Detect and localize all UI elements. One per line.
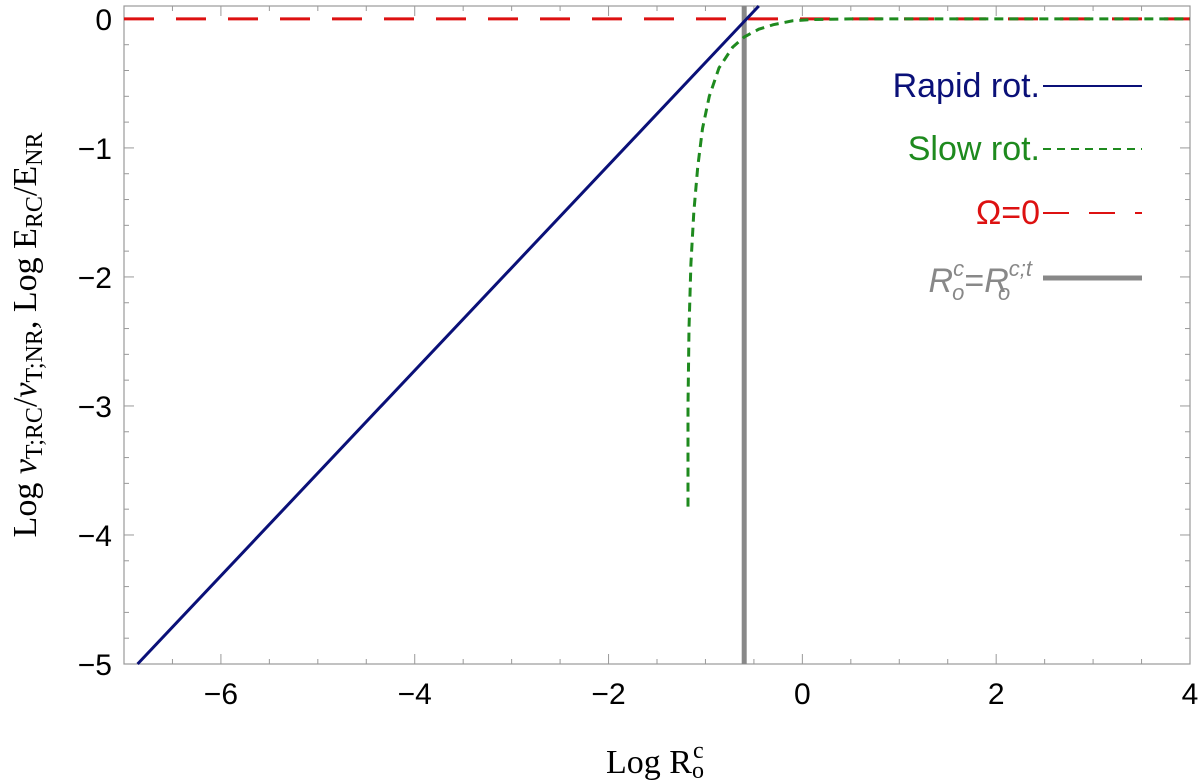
y-title-p2: / xyxy=(7,397,44,407)
series-line-1 xyxy=(686,17,1190,507)
y-title-v2: v xyxy=(7,382,44,398)
legend: Rapid rot. Slow rot. Ω=0 Rc o=Rc;t o xyxy=(893,67,1142,305)
legend-r2-sub: o xyxy=(998,280,1010,305)
legend-r2: R xyxy=(984,262,1009,300)
y-tick-label: −3 xyxy=(78,391,112,424)
x-axis-title-sup: c xyxy=(693,738,704,764)
y-title-v1: v xyxy=(7,458,44,474)
y-tick-label: −4 xyxy=(78,520,112,553)
y-tick-label: −2 xyxy=(78,262,112,295)
y-title-s2: T;NR xyxy=(22,329,48,382)
ticks xyxy=(123,6,1191,665)
x-axis-title-sub: o xyxy=(692,758,704,783)
legend-r1-sup: c xyxy=(953,256,964,281)
y-tick-label: 0 xyxy=(95,4,112,37)
x-tick-label: 4 xyxy=(1182,678,1199,711)
legend-label-rapid: Rapid rot. xyxy=(893,67,1040,105)
legend-label-threshold: Rc o=Rc;t o xyxy=(929,256,1033,305)
y-title-p1: Log xyxy=(7,474,44,537)
x-tick-label: −6 xyxy=(204,678,238,711)
y-tick-label: −5 xyxy=(78,649,112,682)
series xyxy=(124,4,1190,666)
x-tick-label: 0 xyxy=(794,678,811,711)
legend-label-omega: Ω=0 xyxy=(976,194,1040,232)
y-title-s4: NR xyxy=(22,133,48,166)
y-title-p4: /E xyxy=(7,166,44,196)
legend-label-slow: Slow rot. xyxy=(908,130,1040,168)
y-title-p3: , Log E xyxy=(7,228,44,329)
legend-eq: = xyxy=(964,262,984,300)
x-axis-title: Log Roc xyxy=(606,738,704,783)
legend-r1-sub: o xyxy=(952,280,964,305)
y-tick-label: −1 xyxy=(78,133,112,166)
y-axis-title: Log vT;RC/vT;NR, Log ERC/ENR xyxy=(7,133,48,538)
tick-labels: −6 −4 −2 0 2 4 0 −1 −2 −3 −4 −5 xyxy=(78,4,1199,711)
legend-r2-sup: c;t xyxy=(1009,256,1033,281)
legend-r1: R xyxy=(929,262,954,300)
y-title-s3: RC xyxy=(22,196,48,228)
y-title-s1: T;RC xyxy=(22,407,48,459)
x-axis-title-main: Log R xyxy=(606,744,692,781)
x-tick-label: 2 xyxy=(988,678,1005,711)
x-tick-label: −2 xyxy=(591,678,625,711)
series-line-0 xyxy=(136,4,760,666)
x-tick-label: −4 xyxy=(398,678,432,711)
